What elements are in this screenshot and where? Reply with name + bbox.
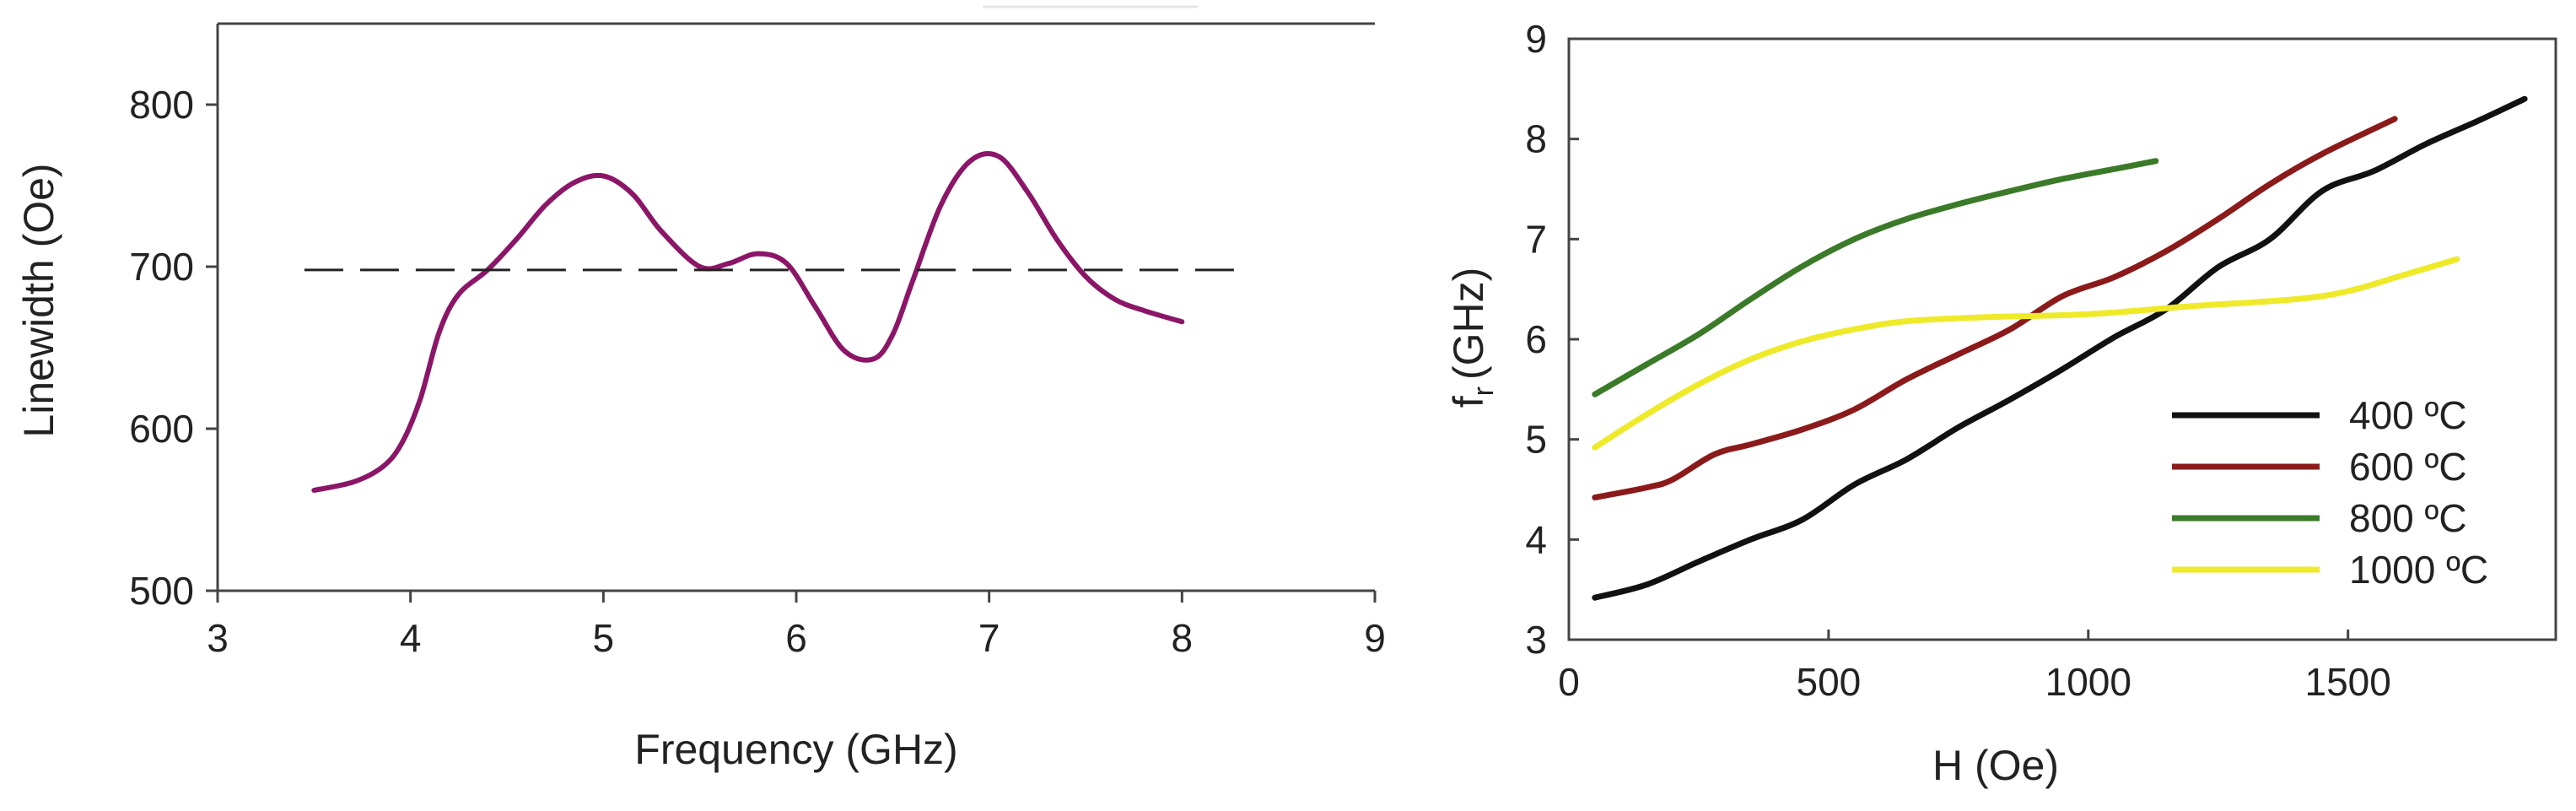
resonance-frequency-chart: 3 4 5 6 7 8 9 0 500 1000 1500 H (Oe) fr (GHz) 400 … [1445, 17, 2557, 789]
y-axis-title-units: (GHz) [1445, 268, 1492, 380]
y-tick-label: 7 [1525, 217, 1547, 261]
y-axis-title-main: f [1445, 396, 1492, 408]
legend-label-600-c: 600 ºC [2349, 445, 2467, 489]
y-axis-title-subscript: r [1468, 387, 1500, 396]
y-axis-title: fr (GHz) [1445, 268, 1500, 408]
legend-label-400-c: 400 ºC [2349, 393, 2467, 437]
x-tick-label: 500 [1797, 660, 1862, 704]
x-tick-label: 6 [785, 616, 807, 660]
x-tick-label: 9 [1364, 616, 1386, 660]
y-tick-label: 6 [1525, 317, 1547, 361]
y-tick-label: 4 [1525, 517, 1547, 561]
x-tick-label: 5 [593, 616, 615, 660]
series-line-linewidth [311, 151, 1185, 493]
legend: 400 ºC 600 ºC 800 ºC 1000 ºC [2172, 393, 2488, 592]
x-axis-title: Frequency (GHz) [634, 726, 957, 773]
y-tick-label: 600 [129, 407, 194, 451]
x-tick-label: 1500 [2305, 660, 2391, 704]
y-tick-label: 5 [1525, 418, 1547, 462]
series-line-1000-c [1592, 256, 2460, 451]
x-tick-label: 7 [978, 616, 1000, 660]
x-axis-title: H (Oe) [1932, 742, 2059, 789]
series-line-600-c [1592, 116, 2398, 500]
y-axis-title: Linewidth (Oe) [15, 163, 62, 437]
series-line-400-c [1592, 95, 2528, 601]
y-tick-label: 700 [129, 245, 194, 289]
y-tick-label: 500 [129, 569, 194, 613]
x-tick-label: 1000 [2045, 660, 2131, 704]
series-line-800-c [1592, 158, 2159, 397]
x-tick-label: 4 [400, 616, 422, 660]
y-tick-label: 3 [1525, 618, 1547, 662]
linewidth-chart: 500 600 700 800 3 4 5 6 7 8 9 Frequency (GHz) Lin… [15, 5, 1386, 773]
y-tick-label: 8 [1525, 117, 1547, 161]
x-tick-label: 3 [207, 616, 229, 660]
legend-label-1000-c: 1000 ºC [2349, 548, 2488, 592]
legend-label-800-c: 800 ºC [2349, 496, 2467, 540]
x-tick-label: 0 [1558, 660, 1580, 704]
y-tick-label: 9 [1525, 17, 1547, 61]
y-tick-label: 800 [129, 83, 194, 127]
x-tick-label: 8 [1172, 616, 1194, 660]
